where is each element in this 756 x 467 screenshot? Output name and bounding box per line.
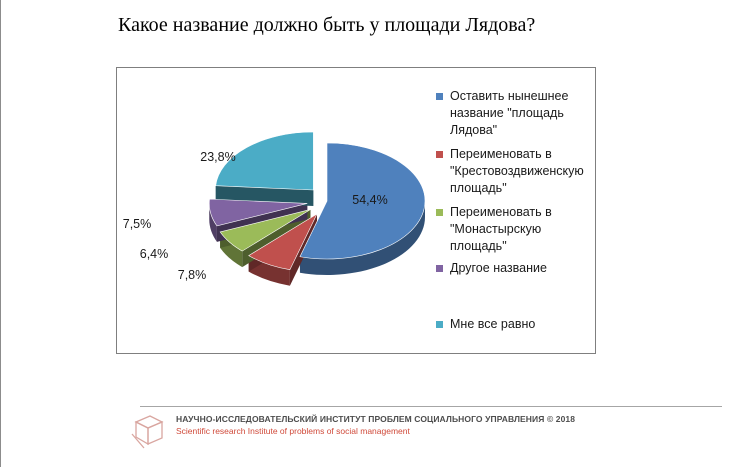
- legend-label: Переименовать в "Крестовоздвиженскую пло…: [450, 147, 584, 195]
- legend-label: Оставить нынешнее название "площадь Лядо…: [450, 89, 569, 137]
- legend-label: Другое название: [450, 261, 547, 275]
- pie-value-label: 7,8%: [178, 268, 207, 282]
- legend-swatch: [436, 209, 443, 216]
- legend-swatch: [436, 151, 443, 158]
- footer-subtitle: Scientific research Institute of problem…: [176, 426, 410, 436]
- legend-swatch: [436, 321, 443, 328]
- legend-swatch: [436, 93, 443, 100]
- pie-slice: [208, 198, 308, 227]
- footer-divider: [140, 406, 722, 407]
- pie-labels: 54,4% 7,8% 6,4% 7,5% 23,8%: [123, 150, 388, 282]
- pie-slice: [215, 131, 314, 191]
- pie-value-label: 23,8%: [200, 150, 235, 164]
- left-border: [0, 0, 1, 467]
- pie-slice: [219, 209, 311, 252]
- pie-slice-wall: [299, 201, 425, 275]
- cube-logo-icon: [131, 415, 164, 449]
- legend-label: Мне все равно: [450, 317, 536, 331]
- pie-chart: 54,4% 7,8% 6,4% 7,5% 23,8%: [123, 131, 426, 286]
- legend-label: Переименовать в "Монастырскую площадь": [450, 205, 552, 253]
- pie-value-label: 54,4%: [352, 193, 387, 207]
- pie-slice-wall: [209, 203, 217, 242]
- page-title: Какое название должно быть у площади Ляд…: [118, 14, 536, 36]
- pie-value-label: 7,5%: [123, 217, 152, 231]
- pie-slice: [299, 142, 426, 260]
- footer-year: © 2018: [546, 414, 576, 424]
- pie-slice: [248, 213, 318, 271]
- legend-swatch: [436, 265, 443, 272]
- pie-value-label: 6,4%: [140, 247, 169, 261]
- chart-frame: 54,4% 7,8% 6,4% 7,5% 23,8%: [116, 67, 596, 354]
- pie-tops: [208, 131, 426, 271]
- footer-org-text: НАУЧНО-ИССЛЕДОВАТЕЛЬСКИЙ ИНСТИТУТ ПРОБЛЕ…: [176, 414, 545, 424]
- footer-org-name: НАУЧНО-ИССЛЕДОВАТЕЛЬСКИЙ ИНСТИТУТ ПРОБЛЕ…: [176, 414, 575, 424]
